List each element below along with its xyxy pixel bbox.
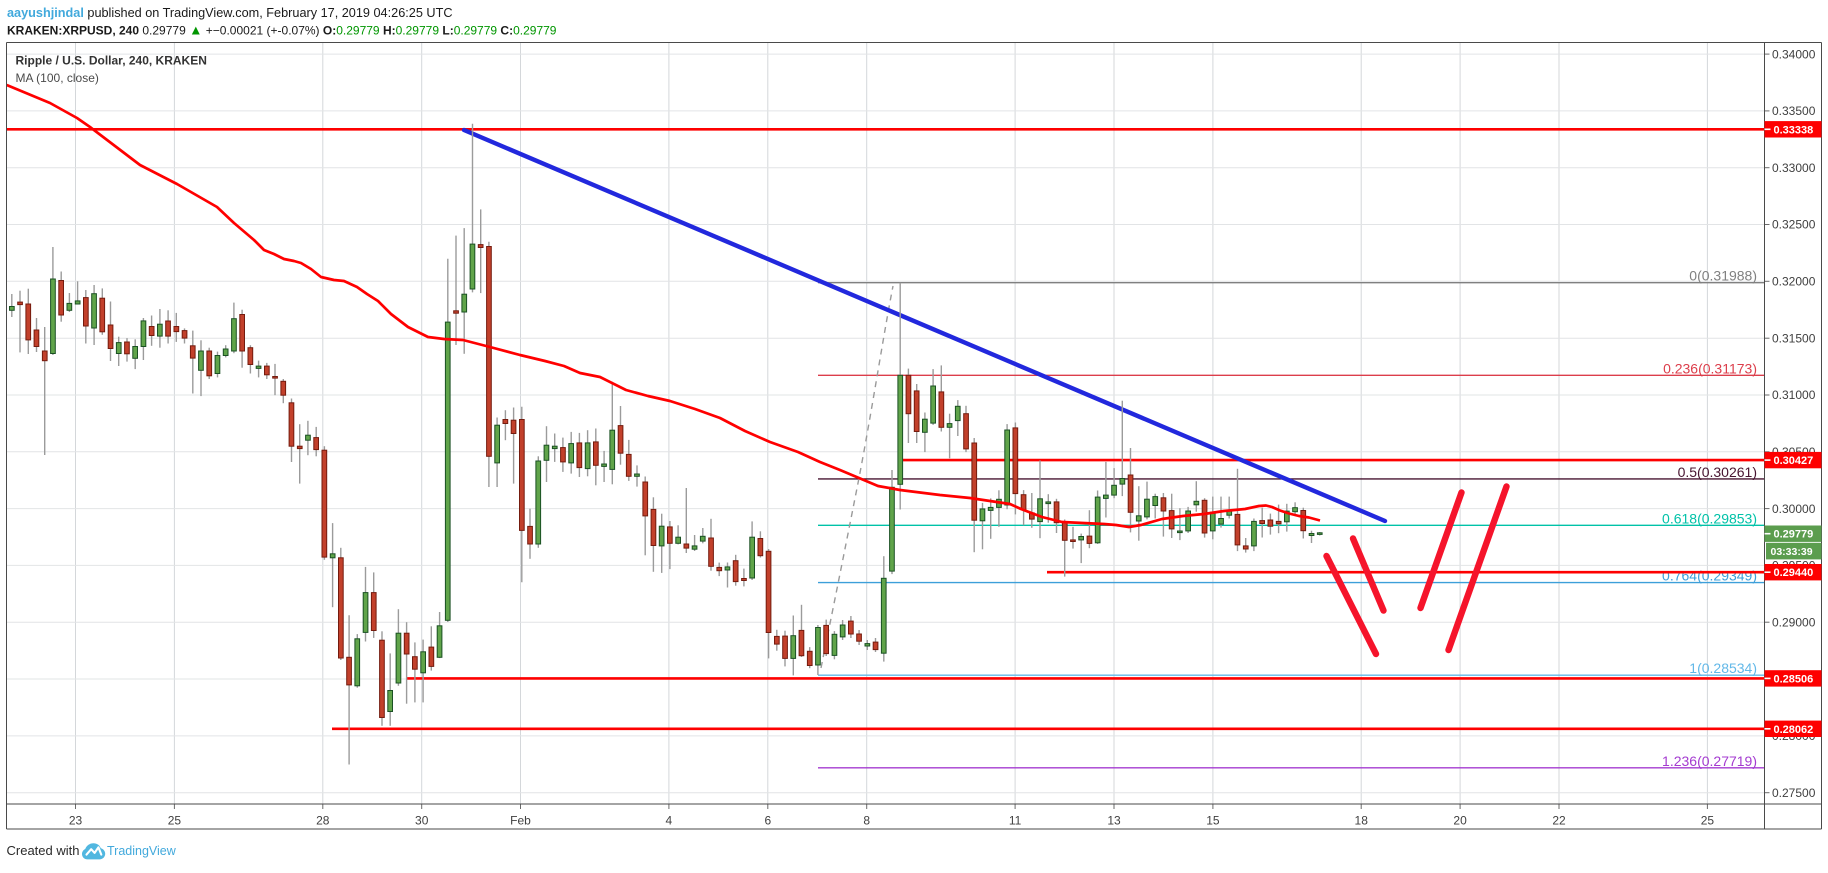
svg-text:0.33500: 0.33500	[1772, 104, 1816, 118]
svg-text:0.33338: 0.33338	[1774, 124, 1814, 136]
svg-text:0.29779: 0.29779	[1774, 529, 1814, 541]
svg-text:0.618(0.29853): 0.618(0.29853)	[1662, 510, 1757, 526]
svg-text:0.33000: 0.33000	[1772, 161, 1816, 175]
svg-text:4: 4	[666, 813, 673, 827]
svg-text:15: 15	[1206, 813, 1220, 827]
svg-text:0.30427: 0.30427	[1774, 455, 1814, 467]
svg-text:25: 25	[168, 813, 182, 827]
svg-text:0.28506: 0.28506	[1774, 673, 1814, 685]
svg-text:8: 8	[863, 813, 870, 827]
svg-text:TradingView: TradingView	[107, 844, 177, 858]
svg-text:22: 22	[1552, 813, 1566, 827]
svg-text:0.34000: 0.34000	[1772, 47, 1816, 61]
svg-text:23: 23	[69, 813, 83, 827]
svg-text:0.29440: 0.29440	[1774, 567, 1814, 579]
svg-text:11: 11	[1009, 813, 1022, 827]
svg-text:28: 28	[316, 813, 330, 827]
svg-text:0.32500: 0.32500	[1772, 218, 1816, 232]
svg-text:0.31000: 0.31000	[1772, 388, 1816, 402]
svg-text:0.236(0.31173): 0.236(0.31173)	[1663, 360, 1757, 376]
svg-text:Created with: Created with	[7, 843, 80, 858]
svg-text:0.27500: 0.27500	[1772, 786, 1816, 800]
svg-text:0.30000: 0.30000	[1772, 502, 1816, 516]
svg-text:03:33:39: 03:33:39	[1771, 546, 1813, 558]
svg-text:0.764(0.29349): 0.764(0.29349)	[1662, 568, 1757, 584]
svg-text:0.29000: 0.29000	[1772, 615, 1816, 629]
svg-text:20: 20	[1453, 813, 1467, 827]
svg-text:6: 6	[764, 813, 771, 827]
svg-text:1(0.28534): 1(0.28534)	[1689, 660, 1757, 676]
svg-text:MA (100, close): MA (100, close)	[16, 71, 99, 85]
svg-text:30: 30	[415, 813, 429, 827]
svg-text:aayushjindal published on Trad: aayushjindal published on TradingView.co…	[7, 6, 453, 20]
svg-text:Feb: Feb	[510, 813, 531, 827]
svg-text:0.31500: 0.31500	[1772, 331, 1816, 345]
svg-text:0(0.31988): 0(0.31988)	[1689, 268, 1757, 284]
svg-text:Ripple / U.S. Dollar, 240, KRA: Ripple / U.S. Dollar, 240, KRAKEN	[16, 54, 207, 68]
svg-text:0.32000: 0.32000	[1772, 275, 1816, 289]
svg-text:1.236(0.27719): 1.236(0.27719)	[1662, 753, 1757, 769]
svg-text:0.5(0.30261): 0.5(0.30261)	[1678, 464, 1757, 480]
svg-text:25: 25	[1701, 813, 1715, 827]
svg-text:18: 18	[1355, 813, 1369, 827]
svg-text:0.28062: 0.28062	[1774, 724, 1814, 736]
svg-text:13: 13	[1107, 813, 1121, 827]
svg-text:KRAKEN:XRPUSD, 240 0.29779 ▲: KRAKEN:XRPUSD, 240 0.29779 ▲ +−0.00021 (…	[7, 23, 557, 38]
